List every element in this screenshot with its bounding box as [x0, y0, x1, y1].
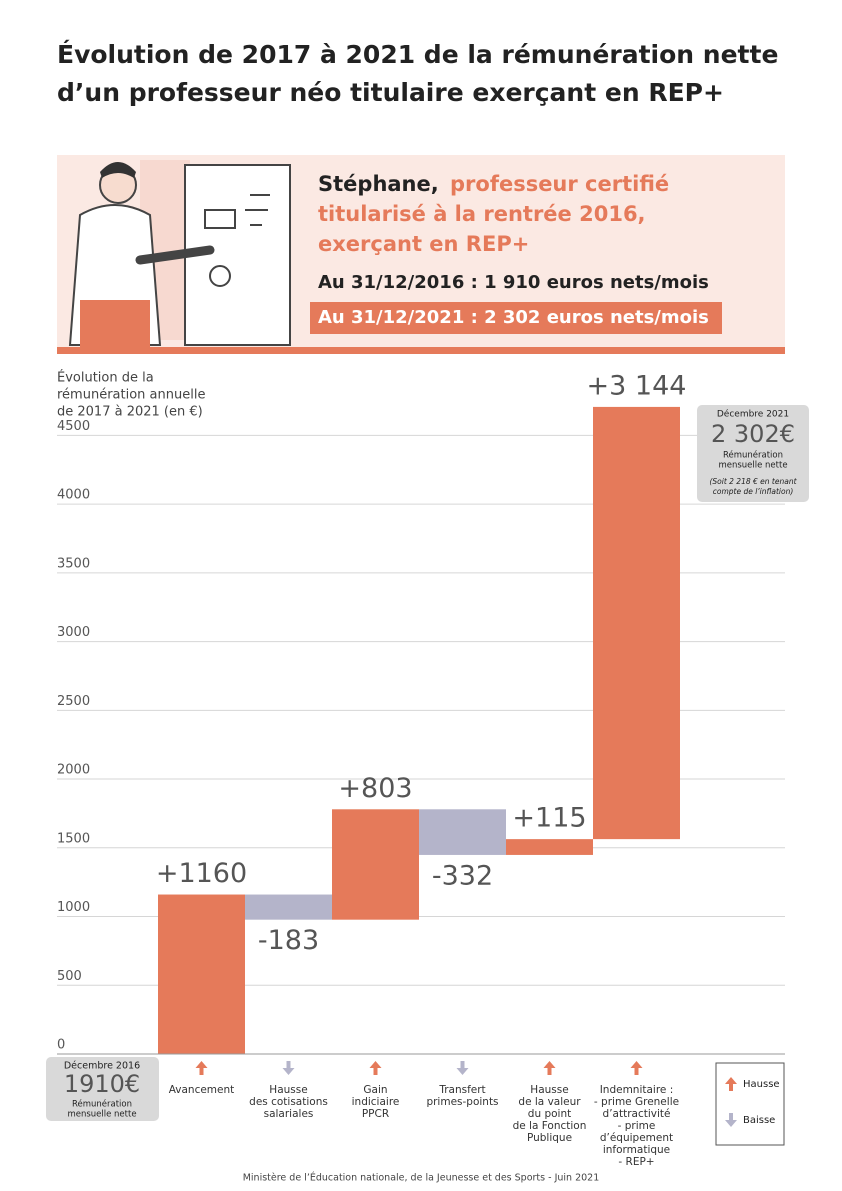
x-tick-label: Hausse [530, 1084, 568, 1096]
x-tick-label: d’équipement [600, 1132, 673, 1144]
panel-role: professeur certifié [450, 172, 669, 196]
x-tick-label: d’attractivité [603, 1108, 671, 1120]
bar [419, 809, 506, 855]
end-amount: 2 302€ [711, 420, 795, 448]
x-tick-label: de la valeur [518, 1096, 581, 1108]
y-axis-label: de 2017 à 2021 (en €) [57, 405, 203, 420]
title: Évolution de 2017 à 2021 de la rémunérat… [57, 40, 778, 69]
x-tick-label: du point [528, 1108, 571, 1120]
end-caption: Rémunération [723, 450, 783, 461]
legend-label: Baisse [743, 1115, 775, 1126]
x-tick-label: primes-points [426, 1096, 498, 1108]
bar [332, 809, 419, 920]
y-tick-label: 2500 [57, 694, 90, 709]
x-tick-label: Indemnitaire : [600, 1084, 674, 1096]
panel-name: Stéphane, [318, 172, 439, 196]
x-tick-label: de la Fonction [513, 1120, 587, 1132]
end-note: (Soit 2 218 € en tenant [709, 477, 797, 486]
title: d’un professeur néo titulaire exerçant e… [57, 78, 724, 107]
y-tick-label: 4500 [57, 419, 90, 434]
panel-role: titularisé à la rentrée 2016, [318, 202, 646, 226]
arrow-down [282, 1061, 295, 1075]
arrow-down [456, 1061, 469, 1075]
plot: 0 500 1000 1500 2000 2500 3000 3500 4000 4500 +116… [46, 370, 809, 1168]
y-tick-label: 0 [57, 1038, 65, 1053]
start-caption: Rémunération [72, 1099, 132, 1110]
y-axis-label: Évolution de la [57, 370, 154, 386]
arrow-up [630, 1061, 643, 1075]
legend-label: Hausse [743, 1079, 780, 1090]
x-tick-label: - prime [618, 1120, 656, 1132]
legend-box [715, 1062, 785, 1146]
x-tick-label: - REP+ [618, 1156, 654, 1168]
value-label: -332 [432, 860, 493, 891]
value-label: +3 144 [587, 370, 687, 401]
bar [158, 894, 245, 1054]
end-date: Décembre 2021 [717, 409, 789, 420]
panel-2016: Au 31/12/2016 : 1 910 euros nets/mois [318, 272, 709, 293]
x-tick-label: Transfert [438, 1084, 485, 1096]
source: Ministère de l’Éducation nationale, de l… [243, 1172, 600, 1184]
start-caption: mensuelle nette [67, 1110, 136, 1120]
x-tick-label: des cotisations [249, 1096, 328, 1108]
start-date: Décembre 2016 [64, 1061, 140, 1072]
x-tick-label: Avancement [169, 1084, 235, 1096]
panel-role: exerçant en REP+ [318, 232, 529, 256]
end-box [697, 405, 809, 502]
y-tick-label: 2000 [57, 763, 90, 778]
panel-rule [57, 347, 785, 354]
bar [245, 894, 332, 920]
value-label: +803 [338, 773, 412, 804]
x-tick-label: Publique [527, 1132, 572, 1144]
arrow-up [369, 1061, 382, 1075]
x-tick-label: PPCR [362, 1108, 389, 1120]
bar [593, 406, 680, 840]
x-tick-label: indiciaire [352, 1096, 400, 1108]
end-note: compte de l’inflation) [713, 487, 794, 496]
y-tick-label: 4000 [57, 488, 90, 503]
y-tick-label: 3000 [57, 625, 90, 640]
end-caption: mensuelle nette [718, 461, 787, 471]
arrow-up [725, 1077, 737, 1091]
illustration [68, 160, 291, 347]
panel-2021: Au 31/12/2021 : 2 302 euros nets/mois [318, 307, 709, 328]
start-box [46, 1057, 159, 1121]
value-label: +1160 [156, 858, 247, 889]
y-tick-label: 1500 [57, 831, 90, 846]
bar [506, 839, 593, 855]
x-tick-label: informatique [603, 1144, 670, 1156]
x-tick-label: Hausse [269, 1084, 307, 1096]
y-tick-label: 3500 [57, 556, 90, 571]
arrow-down [725, 1113, 737, 1127]
y-axis-label: rémunération annuelle [57, 388, 205, 403]
start-amount: 1910€ [64, 1070, 140, 1098]
arrow-up [195, 1061, 208, 1075]
y-tick-label: 500 [57, 969, 82, 984]
arrow-up [543, 1061, 556, 1075]
y-tick-label: 1000 [57, 900, 90, 915]
panel-highlight [310, 302, 722, 334]
value-label: -183 [258, 925, 319, 956]
x-tick-label: Gain [363, 1084, 387, 1096]
x-tick-label: - prime Grenelle [594, 1096, 679, 1108]
value-label: +115 [512, 803, 586, 834]
x-tick-label: salariales [264, 1108, 314, 1120]
